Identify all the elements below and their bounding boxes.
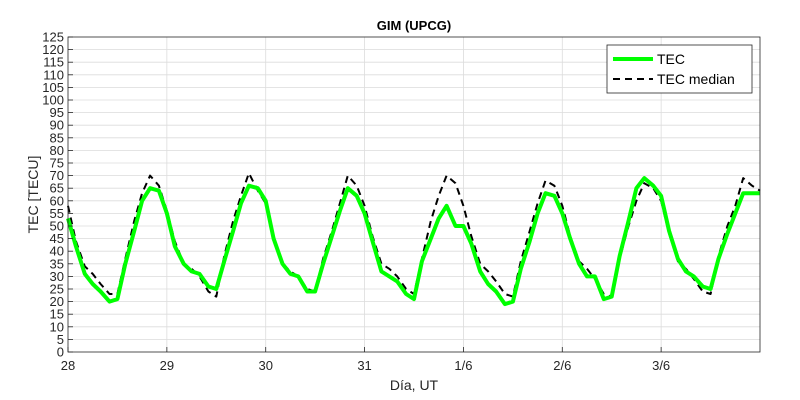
y-tick-label: 120 [42,42,64,57]
x-grid [166,37,662,352]
plot-frame [67,36,761,353]
y-tick-label: 5 [57,332,64,347]
y-tick-label: 95 [50,105,64,120]
y-tick-label: 15 [50,307,64,322]
y-tick-label: 50 [50,219,64,234]
y-tick-label: 55 [50,206,64,221]
y-tick-label: 115 [43,55,64,70]
y-tick-label: 70 [50,168,64,183]
series-line-tec [66,176,760,307]
y-tick-label: 105 [42,80,64,95]
x-tick-label: 1/6 [454,358,472,373]
y-tick-label: 10 [50,319,64,334]
x-tick-label: 2/6 [553,358,571,373]
series-layer [66,172,761,307]
x-tick-label: 28 [61,358,75,373]
y-tick-label: 110 [43,67,64,82]
x-axis-ticks: 28 29 30 31 1/6 2/6 3/6 [61,347,670,373]
y-tick-label: 100 [42,93,64,108]
y-axis-title: TEC [TECU] [25,156,41,234]
y-axis-ticks: 0510152025303540455055606570758085909510… [42,30,73,360]
y-tick-label: 80 [50,143,64,158]
y-tick-label: 125 [42,30,64,45]
y-tick-label: 90 [50,118,64,133]
y-tick-label: 0 [57,345,64,360]
x-tick-label: 31 [357,358,371,373]
legend-label-tec-median: TEC median [657,71,735,87]
y-tick-label: 25 [50,282,64,297]
legend-label-tec: TEC [657,51,685,67]
y-tick-label: 85 [50,130,64,145]
y-tick-label: 30 [50,269,64,284]
y-tick-label: 75 [50,156,64,171]
y-tick-label: 45 [50,231,64,246]
y-tick-label: 65 [50,181,64,196]
x-tick-label: 29 [160,358,174,373]
y-tick-label: 40 [50,244,64,259]
x-axis-title: Día, UT [390,377,439,393]
x-tick-label: 30 [258,358,272,373]
chart-title: GIM (UPCG) [377,18,451,33]
y-tick-label: 60 [50,193,64,208]
y-tick-label: 20 [50,294,64,309]
y-tick-label: 35 [50,256,64,271]
legend: TEC TEC median [606,44,753,94]
legend-box [606,44,753,94]
x-tick-label: 3/6 [652,358,670,373]
